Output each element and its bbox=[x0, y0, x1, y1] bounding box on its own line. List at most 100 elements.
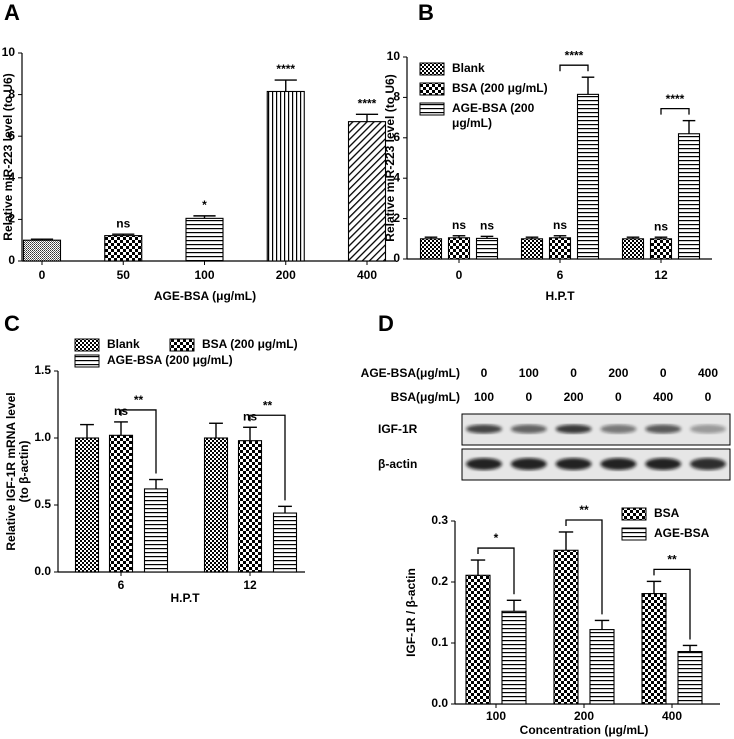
significance-bracket bbox=[120, 409, 157, 474]
legend-label: AGE-BSA (200 μg/mL) bbox=[107, 353, 233, 367]
x-tick-label: 400 bbox=[662, 709, 682, 723]
bar bbox=[621, 238, 645, 260]
blot-lane-value: 0 bbox=[570, 366, 577, 380]
bar bbox=[347, 121, 387, 262]
bar bbox=[576, 93, 600, 260]
x-axis-label: H.P.T bbox=[170, 591, 200, 605]
error-bar bbox=[452, 235, 466, 238]
panel-letter: D bbox=[378, 311, 394, 336]
error-bar bbox=[80, 423, 94, 438]
x-axis-label: Concentration (μg/mL) bbox=[520, 723, 649, 737]
bar bbox=[266, 90, 305, 262]
blot-lane-value: 100 bbox=[474, 390, 494, 404]
error-bar bbox=[470, 559, 486, 576]
bar bbox=[501, 610, 527, 705]
error-bar bbox=[553, 235, 567, 238]
error-bar bbox=[355, 113, 379, 122]
significance-label: ns bbox=[480, 219, 494, 233]
y-tick-label: 4 bbox=[8, 170, 15, 184]
x-axis-label: AGE-BSA (μg/mL) bbox=[154, 289, 256, 303]
significance-bracket bbox=[559, 64, 589, 72]
significance-label: ns bbox=[654, 219, 668, 233]
error-bar bbox=[581, 76, 595, 95]
x-tick-label: 0 bbox=[456, 268, 463, 282]
y-tick-label: 8 bbox=[393, 90, 400, 104]
error-bar bbox=[654, 236, 668, 239]
blot-band bbox=[600, 424, 637, 434]
significance-bracket bbox=[660, 107, 690, 115]
legend-label: BSA (200 μg/mL) bbox=[452, 81, 548, 95]
bar bbox=[185, 217, 224, 262]
y-tick-label: 4 bbox=[393, 170, 400, 184]
panel-letter: A bbox=[4, 0, 20, 25]
blot-lane-value: 200 bbox=[608, 366, 628, 380]
y-tick-label: 1.5 bbox=[34, 363, 51, 377]
error-bar bbox=[682, 119, 696, 134]
error-bar bbox=[480, 235, 494, 239]
error-bar bbox=[626, 236, 640, 239]
bar bbox=[203, 437, 229, 573]
legend-swatch bbox=[419, 102, 445, 116]
bar bbox=[548, 237, 572, 260]
significance-label: ns bbox=[452, 218, 466, 232]
bar bbox=[677, 133, 701, 260]
y-tick-label: 0 bbox=[393, 251, 400, 265]
blot-band bbox=[510, 424, 547, 434]
blot-band bbox=[555, 424, 592, 434]
blot-band-label: β-actin bbox=[378, 457, 417, 471]
significance-label: **** bbox=[358, 97, 377, 111]
blot-lane-value: 0 bbox=[705, 390, 712, 404]
legend-label: BSA (200 μg/mL) bbox=[202, 337, 298, 351]
legend-text: AGE-BSA (200 μg/mL) bbox=[452, 101, 535, 130]
blot-band bbox=[690, 458, 726, 470]
y-axis-label: (to β-actin) bbox=[17, 441, 31, 503]
error-bar bbox=[558, 531, 574, 551]
bar bbox=[237, 440, 263, 573]
error-bar bbox=[114, 421, 128, 436]
x-tick-label: 12 bbox=[243, 578, 257, 592]
significance-label: ns bbox=[553, 218, 567, 232]
legend-swatch bbox=[621, 527, 647, 541]
blot-lane-value: 400 bbox=[698, 366, 718, 380]
x-tick-label: 100 bbox=[486, 709, 506, 723]
error-bar bbox=[274, 79, 297, 92]
blot-lane-value: 0 bbox=[615, 390, 622, 404]
legend-swatch bbox=[74, 354, 100, 368]
significance-label: ** bbox=[667, 553, 677, 567]
blot-lane-value: 200 bbox=[564, 390, 584, 404]
significance-bracket bbox=[249, 414, 286, 501]
y-axis-label: Relative miR-223 level (to U6) bbox=[1, 73, 15, 240]
blot-lane-value: 0 bbox=[660, 366, 667, 380]
legend-label: AGE-BSA (200 μg/mL) bbox=[452, 101, 535, 130]
error-bar bbox=[193, 215, 216, 219]
error-bar bbox=[646, 580, 662, 594]
blot-band bbox=[645, 458, 682, 470]
x-tick-label: 200 bbox=[276, 268, 296, 282]
y-tick-label: 0.5 bbox=[34, 497, 51, 511]
blot-lane-value: 0 bbox=[525, 390, 532, 404]
error-bar bbox=[149, 478, 163, 489]
blot-lane-value: 400 bbox=[653, 390, 673, 404]
significance-bracket bbox=[477, 547, 515, 595]
bar bbox=[22, 239, 62, 262]
blot-band bbox=[555, 458, 592, 470]
legend-swatch bbox=[419, 62, 445, 76]
legend-swatch bbox=[169, 338, 195, 352]
x-tick-label: 6 bbox=[118, 578, 125, 592]
bar bbox=[589, 629, 615, 705]
significance-label: **** bbox=[666, 92, 685, 106]
y-axis-label: Relative miR-223 level (to U6) bbox=[383, 74, 397, 241]
y-tick-label: 0.0 bbox=[431, 696, 448, 710]
error-bar bbox=[30, 238, 54, 241]
bar bbox=[74, 437, 100, 573]
error-bar bbox=[278, 505, 292, 514]
y-tick-label: 6 bbox=[8, 128, 15, 142]
blot-lane-value: 0 bbox=[481, 366, 488, 380]
significance-label: **** bbox=[276, 62, 295, 76]
blot-band bbox=[600, 458, 637, 470]
blot-panel bbox=[461, 413, 731, 446]
bar bbox=[419, 238, 443, 260]
x-tick-label: 400 bbox=[357, 268, 377, 282]
bar bbox=[465, 574, 491, 705]
significance-bracket bbox=[565, 519, 603, 615]
